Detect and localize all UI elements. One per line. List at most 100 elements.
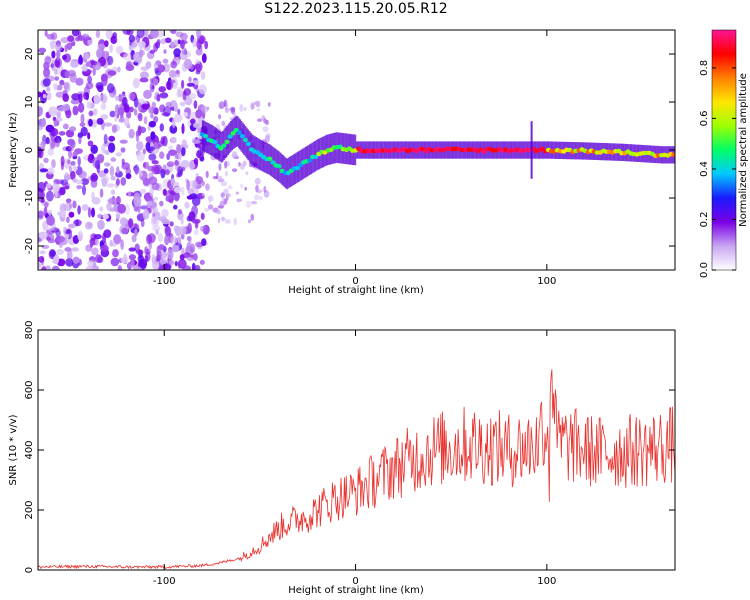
noise-blob: [54, 76, 59, 81]
noise-blob: [159, 200, 164, 207]
noise-blob: [205, 183, 210, 191]
noise-blob: [77, 156, 81, 167]
noise-blob: [69, 144, 74, 152]
noise-blob: [182, 90, 187, 101]
colorbar-tick-label: 0.8: [699, 60, 710, 76]
noise-blob: [250, 102, 255, 110]
noise-blob: [53, 83, 58, 91]
noise-blob: [164, 37, 172, 44]
noise-blob: [46, 86, 51, 92]
noise-blob: [186, 235, 192, 242]
noise-blob: [93, 234, 102, 240]
noise-blob: [81, 204, 89, 211]
noise-blob: [150, 112, 154, 119]
noise-blob: [139, 171, 143, 177]
noise-blob: [188, 76, 192, 83]
noise-blob: [170, 60, 178, 69]
noise-blob: [80, 178, 90, 186]
noise-blob: [239, 183, 244, 188]
noise-blob: [187, 188, 194, 195]
noise-blob: [84, 39, 88, 45]
noise-blob: [164, 169, 170, 176]
spectrogram-x-tick-label: -100: [153, 276, 176, 287]
noise-blob: [63, 82, 69, 90]
noise-blob: [103, 133, 108, 145]
ridge-point: [203, 133, 209, 139]
noise-blob: [100, 244, 109, 252]
ridge-point: [276, 164, 282, 169]
noise-blob: [174, 103, 178, 113]
noise-blob: [42, 93, 47, 99]
noise-blob: [65, 257, 74, 267]
noise-blob: [62, 93, 69, 102]
noise-blob: [179, 101, 186, 107]
noise-blob: [56, 111, 61, 119]
noise-blob: [161, 112, 170, 117]
snr-y-tick-label: 200: [24, 500, 35, 519]
colorbar-ticks: 0.0 0.2 0.4 0.6 0.8: [699, 60, 736, 278]
noise-blob: [41, 117, 47, 127]
noise-blob: [118, 117, 126, 123]
noise-blob: [87, 132, 91, 140]
noise-blob: [47, 147, 55, 156]
spike-artifact: [530, 121, 533, 179]
noise-blob: [199, 225, 206, 232]
noise-blob: [60, 37, 69, 44]
noise-blob: [108, 135, 116, 142]
noise-blob: [124, 203, 131, 215]
noise-blob: [88, 110, 94, 117]
noise-blob: [145, 197, 155, 203]
noise-blob: [221, 120, 226, 126]
noise-blob: [186, 195, 194, 200]
noise-blob: [192, 38, 198, 48]
colorbar-gradient: [711, 29, 737, 271]
noise-blob: [256, 108, 260, 112]
noise-blob: [72, 165, 78, 172]
noise-blob: [169, 124, 178, 134]
noise-blob: [75, 77, 84, 86]
noise-blob: [193, 228, 199, 236]
noise-blob: [158, 265, 166, 270]
noise-blob: [207, 204, 214, 210]
ridge-point: [245, 141, 251, 147]
noise-blob: [72, 256, 80, 264]
ridge-point: [294, 165, 300, 171]
snr-x-axis-label: Height of straight line (km): [288, 585, 424, 596]
noise-blob: [60, 210, 67, 218]
noise-blob: [93, 94, 101, 105]
ridge-point: [270, 160, 276, 165]
noise-blob: [186, 242, 191, 251]
noise-blob: [177, 166, 184, 176]
noise-blob: [102, 50, 109, 59]
noise-blob: [158, 86, 166, 93]
noise-blob: [38, 142, 42, 148]
noise-blob: [181, 123, 185, 135]
noise-blob: [192, 218, 201, 224]
noise-blob: [201, 193, 205, 197]
colorbar-tick-label: 0.4: [699, 161, 710, 177]
noise-blob: [81, 65, 88, 72]
ridge-halo: [239, 119, 241, 150]
noise-blob: [147, 200, 152, 206]
noise-blob: [162, 58, 169, 64]
noise-blob: [148, 106, 153, 115]
noise-blob: [224, 107, 230, 114]
noise-blob: [136, 151, 145, 162]
noise-blob: [120, 147, 126, 153]
noise-blob: [254, 101, 257, 105]
noise-blob: [76, 185, 83, 190]
noise-blob: [201, 180, 206, 187]
noise-blob: [178, 209, 182, 215]
noise-blob: [176, 144, 182, 154]
noise-blob: [162, 188, 167, 196]
noise-blob: [87, 75, 92, 84]
noise-blob: [107, 55, 114, 66]
noise-blob: [120, 177, 127, 186]
noise-blob: [186, 179, 190, 191]
noise-blob: [96, 117, 104, 125]
noise-blob: [133, 196, 142, 207]
noise-blob: [71, 93, 81, 101]
spectrogram-y-tick-label: 20: [24, 48, 35, 61]
noise-blob: [124, 104, 130, 113]
noise-blob: [38, 181, 46, 193]
